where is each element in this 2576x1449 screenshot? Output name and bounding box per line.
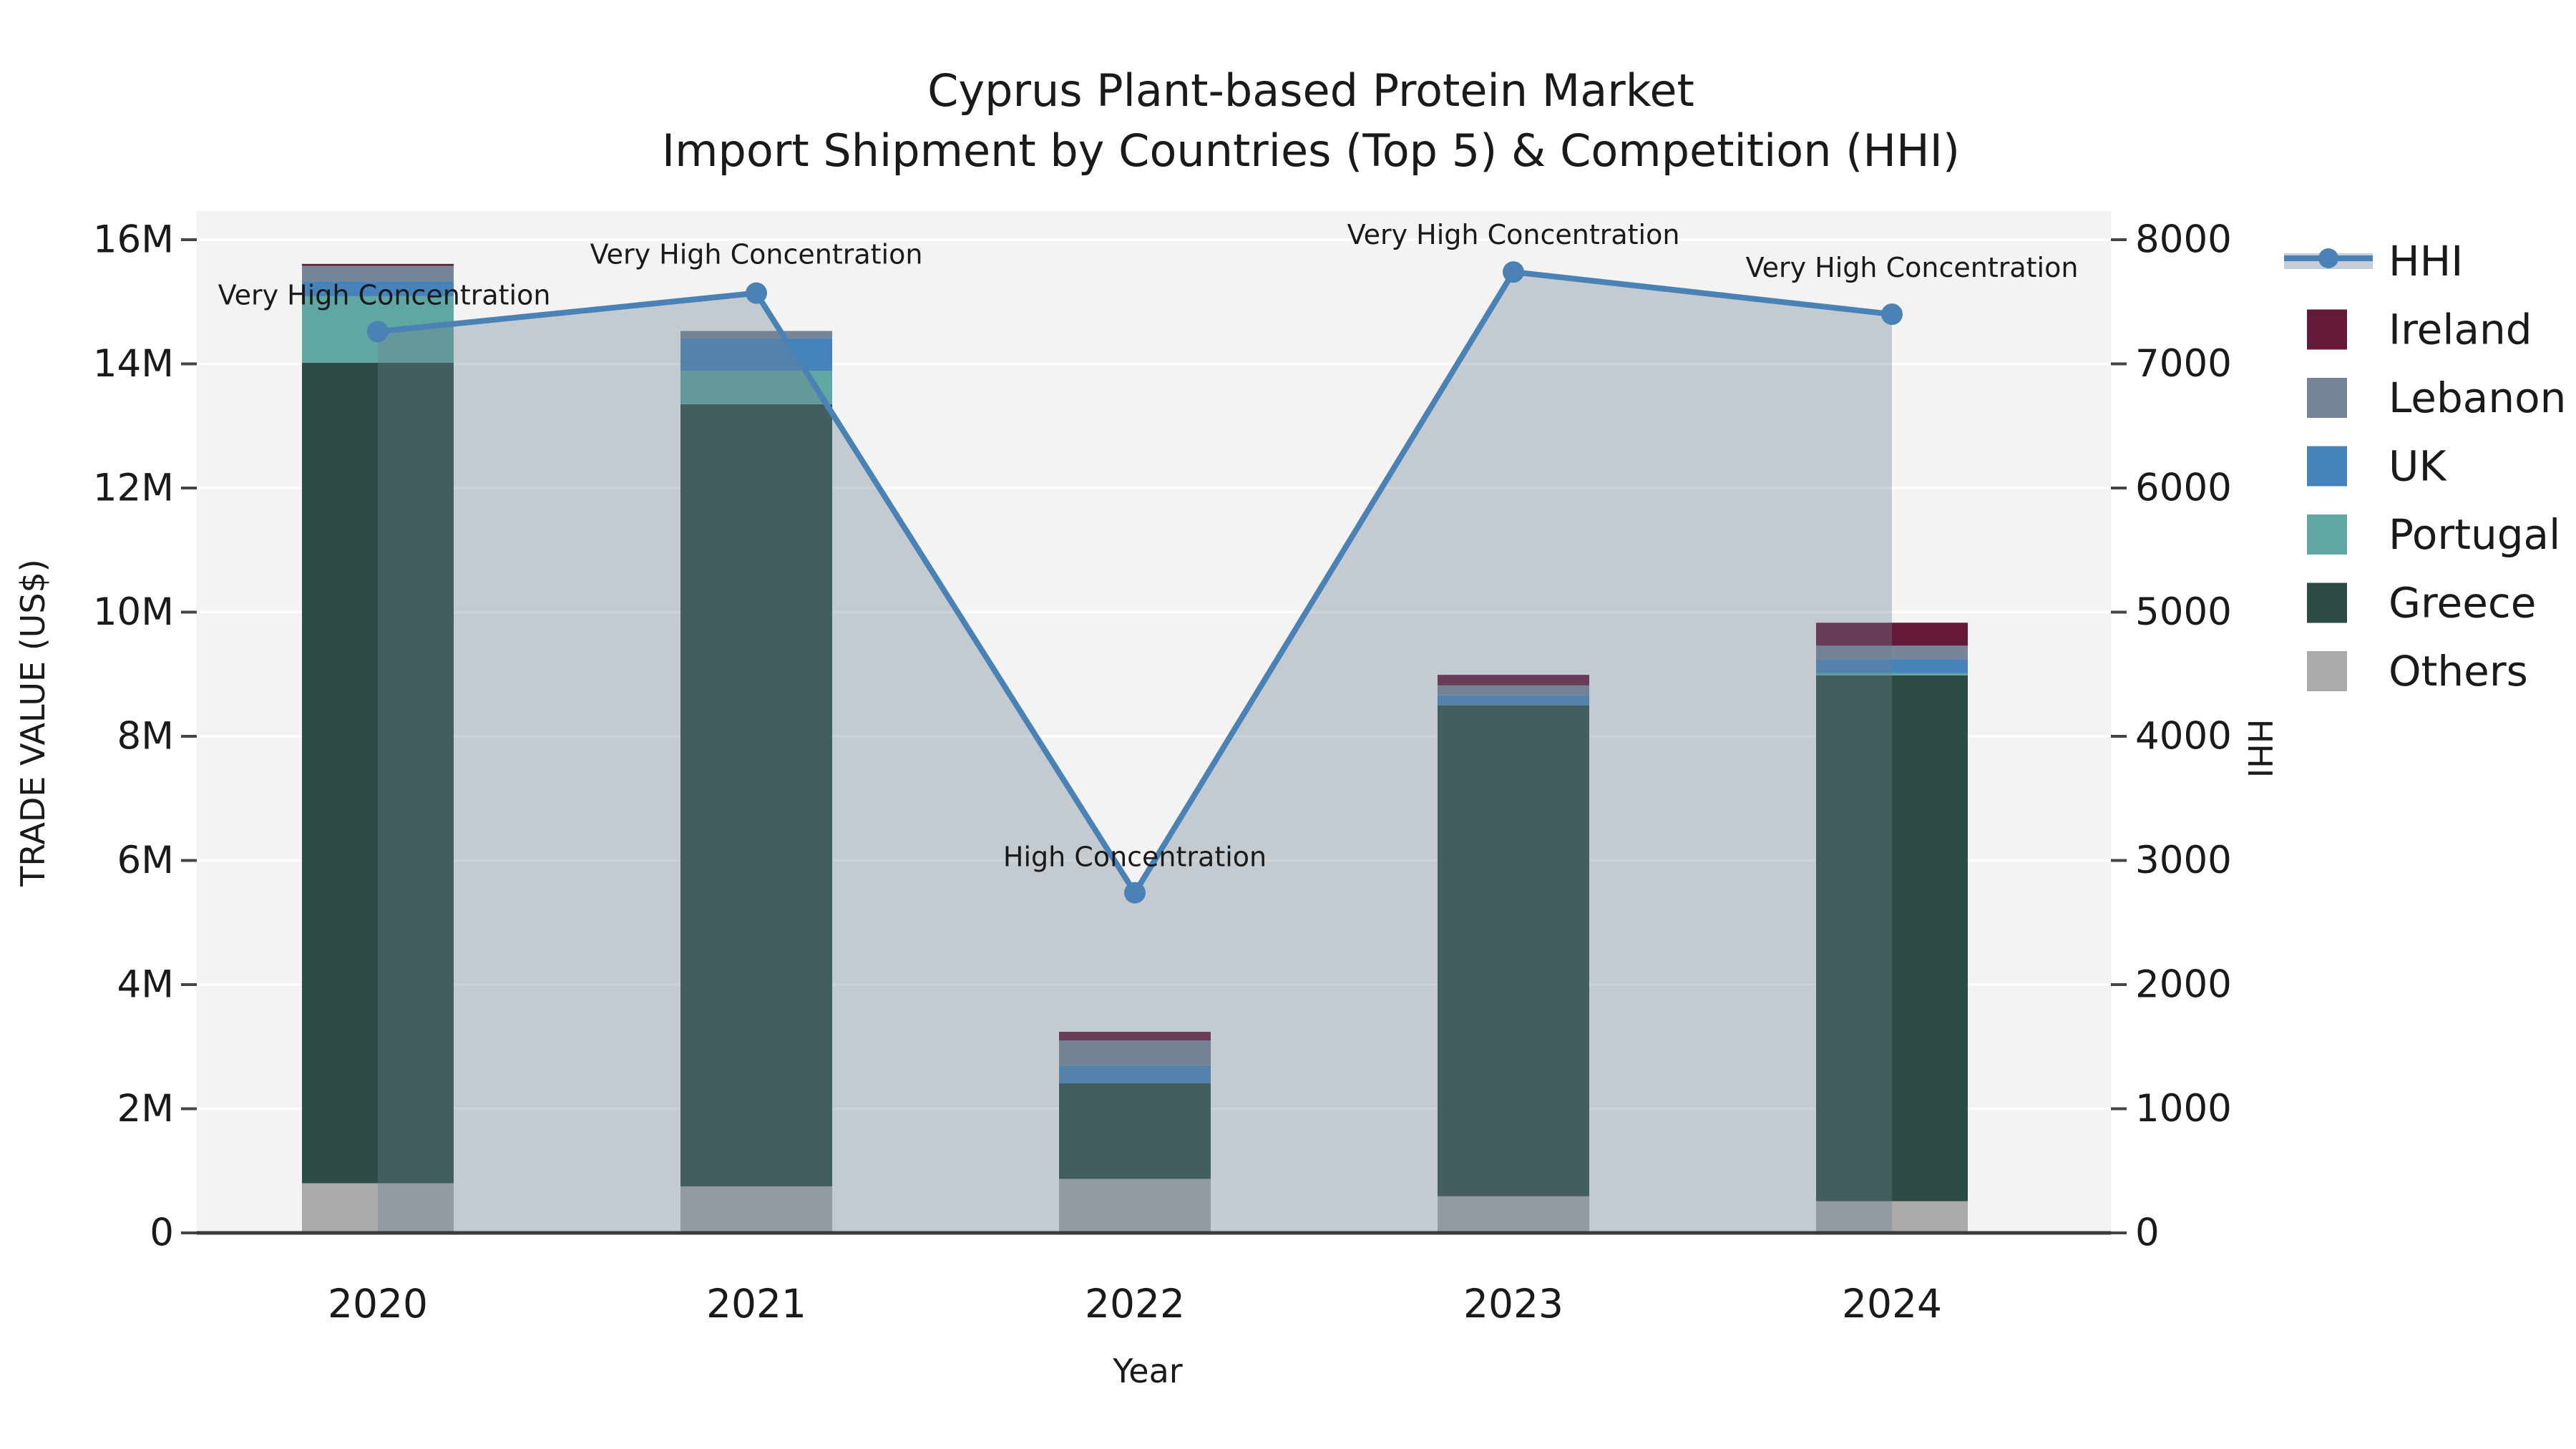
x-tick-label-2024: 2024 xyxy=(1842,1281,1942,1327)
y-right-tick-label: 6000 xyxy=(2135,467,2232,510)
bar-segment-others-2022 xyxy=(1059,1179,1211,1233)
legend-swatch-uk xyxy=(2307,446,2347,487)
y-right-tick-label: 0 xyxy=(2135,1211,2160,1255)
legend-label-others: Others xyxy=(2389,647,2528,696)
bar-segment-ireland-2023 xyxy=(1438,675,1589,686)
legend-label-ireland: Ireland xyxy=(2389,306,2532,354)
hhi-marker-2022 xyxy=(1124,882,1146,904)
x-tick-label-2022: 2022 xyxy=(1085,1281,1185,1327)
bar-segment-uk-2022 xyxy=(1059,1065,1211,1083)
plot-layer: Very High Concentration Very High Concent… xyxy=(93,211,2232,1327)
bar-segment-lebanon-2021 xyxy=(680,331,832,338)
hhi-annotation-2024: Very High Concentration xyxy=(1746,252,2079,283)
hhi-marker-2021 xyxy=(746,282,767,304)
legend-swatch-lebanon xyxy=(2307,378,2347,418)
x-axis-label: Year xyxy=(1112,1352,1182,1390)
chart-title-line2: Import Shipment by Countries (Top 5) & C… xyxy=(662,125,1960,177)
bar-segment-others-2021 xyxy=(680,1186,832,1233)
bar-segment-uk-2024 xyxy=(1816,659,1968,673)
bar-segment-others-2020 xyxy=(302,1183,454,1233)
hhi-annotation-2022: High Concentration xyxy=(1003,841,1267,873)
y-left-tick-label: 12M xyxy=(93,467,174,510)
legend-swatch-ireland xyxy=(2307,309,2347,350)
hhi-marker-2023 xyxy=(1503,261,1524,283)
y-left-tick-label: 4M xyxy=(117,963,174,1007)
y-right-tick-label: 3000 xyxy=(2135,839,2232,882)
chart-title-line1: Cyprus Plant-based Protein Market xyxy=(927,64,1694,117)
bar-segment-uk-2020 xyxy=(302,281,454,296)
hhi-marker-2020 xyxy=(367,321,389,343)
legend-label-lebanon: Lebanon xyxy=(2389,374,2566,422)
y-right-tick-label: 5000 xyxy=(2135,590,2232,634)
bar-segment-lebanon-2024 xyxy=(1816,645,1968,660)
y-axis-label-left: TRADE VALUE (US$) xyxy=(14,559,52,887)
bar-segment-lebanon-2023 xyxy=(1438,685,1589,696)
bar-segment-uk-2023 xyxy=(1438,695,1589,706)
hhi-marker-2024 xyxy=(1881,303,1903,326)
hhi-annotation-2021: Very High Concentration xyxy=(590,239,923,270)
bar-segment-greece-2020 xyxy=(302,362,454,1184)
legend-label-uk: UK xyxy=(2389,442,2447,491)
bar-segment-others-2024 xyxy=(1816,1201,1968,1233)
y-left-tick-label: 8M xyxy=(117,715,174,758)
bar-segment-lebanon-2020 xyxy=(302,265,454,282)
x-tick-label-2020: 2020 xyxy=(328,1281,428,1327)
bar-segment-greece-2021 xyxy=(680,404,832,1186)
y-left-tick-label: 0 xyxy=(150,1211,174,1255)
bar-segment-ireland-2022 xyxy=(1059,1031,1211,1041)
bar-segment-ireland-2020 xyxy=(302,263,454,266)
y-left-tick-label: 14M xyxy=(93,342,174,386)
bar-segment-lebanon-2022 xyxy=(1059,1040,1211,1065)
legend-swatch-greece xyxy=(2307,582,2347,623)
hhi-annotation-2020: Very High Concentration xyxy=(218,279,551,311)
y-right-tick-label: 7000 xyxy=(2135,342,2232,386)
bar-segment-greece-2022 xyxy=(1059,1083,1211,1179)
y-right-tick-label: 1000 xyxy=(2135,1087,2232,1131)
y-left-tick-label: 6M xyxy=(117,839,174,882)
y-left-tick-label: 16M xyxy=(93,218,174,262)
bar-segment-greece-2024 xyxy=(1816,675,1968,1201)
y-left-tick-label: 10M xyxy=(93,590,174,634)
legend-label-hhi: HHI xyxy=(2389,237,2463,286)
y-right-tick-label: 8000 xyxy=(2135,218,2232,262)
legend-hhi-marker-sample xyxy=(2318,248,2338,268)
y-axis-label-right: HHI xyxy=(2240,719,2279,779)
x-tick-label-2021: 2021 xyxy=(706,1281,806,1327)
y-right-tick-label: 4000 xyxy=(2135,715,2232,758)
y-left-tick-label: 2M xyxy=(117,1087,174,1131)
bar-segment-others-2023 xyxy=(1438,1196,1589,1233)
bar-segment-portugal-2024 xyxy=(1816,673,1968,675)
hhi-annotation-2023: Very High Concentration xyxy=(1347,219,1680,250)
bar-segment-ireland-2024 xyxy=(1816,623,1968,646)
legend-label-portugal: Portugal xyxy=(2389,510,2560,559)
legend-swatch-others xyxy=(2307,651,2347,691)
legend-swatch-portugal xyxy=(2307,514,2347,555)
legend: HHI Ireland Lebanon UK Portugal Greece Others xyxy=(2284,237,2566,696)
x-tick-label-2023: 2023 xyxy=(1463,1281,1563,1327)
bar-segment-greece-2023 xyxy=(1438,705,1589,1196)
hhi-area-fill xyxy=(378,272,1892,1233)
legend-label-greece: Greece xyxy=(2389,579,2536,628)
y-right-tick-label: 2000 xyxy=(2135,963,2232,1007)
bar-segment-uk-2021 xyxy=(680,338,832,371)
